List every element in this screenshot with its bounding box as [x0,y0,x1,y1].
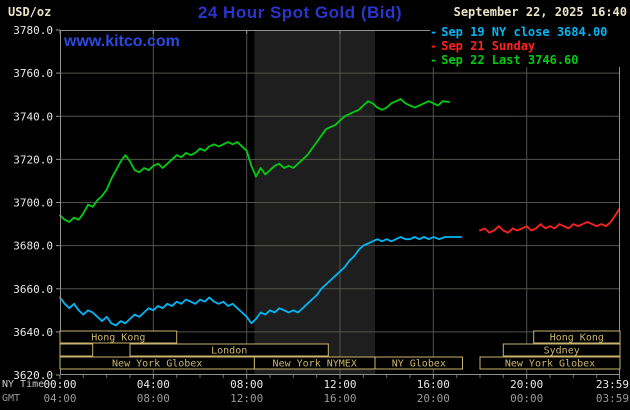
y-axis-tick-label: 3620.0 [13,369,53,382]
y-axis-tick-label: 3740.0 [13,110,53,123]
y-axis-tick-label: 3760.0 [13,67,53,80]
x-axis-gmt-tick-label: 03:59 [596,392,629,405]
x-axis-ny-time-label: NY Time [2,379,45,390]
x-axis-ny-tick-label: 16:00 [417,378,450,391]
session-label: New York Globex [112,359,202,370]
session-label: NY Globex [392,359,446,370]
x-axis-ny-tick-label: 00:00 [43,378,76,391]
legend-label: Sep 21 Sunday [441,39,536,53]
legend-marker-sep19: - [430,25,438,39]
session-box-hong-kong [59,330,178,344]
session-box-new-york-globex [479,356,621,370]
y-axis-tick-label: 3700.0 [13,197,53,210]
legend-item-sep22: - Sep 22 Last 3746.60 [430,53,630,67]
y-axis-tick-label: 3780.0 [13,24,53,37]
legend-marker-sep22: - [430,53,438,67]
y-axis-tick-label: 3720.0 [13,153,53,166]
session-label: New York Globex [505,359,595,370]
session-label: Hong Kong [91,333,145,344]
y-axis-tick-label: 3660.0 [13,283,53,296]
x-axis-gmt-tick-label: 16:00 [323,392,356,405]
legend-item-sep21: - Sep 21 Sunday [430,39,630,53]
series-line-sep19-ny-close [59,236,463,327]
x-axis-ny-tick-label: 08:00 [230,378,263,391]
legend-marker-sep21: - [430,39,438,53]
session-box-hong-kong [533,330,621,344]
x-axis-gmt-label: GMT [2,393,21,404]
y-axis-tick-label: 3640.0 [13,326,53,339]
series-line-sep21-sunday [479,208,621,234]
session-label: New York NYMEX [273,359,357,370]
kitco-watermark-link[interactable]: www.kitco.com [64,33,180,50]
session-label: Hong Kong [550,333,604,344]
legend: - Sep 19 NY close 3684.00- Sep 21 Sunday - S… [430,25,630,67]
legend-label: Sep 19 NY close 3684.00 [441,25,608,39]
x-axis-ny-tick-label: 23:59 [596,378,629,391]
x-axis-gmt-tick-label: 00:00 [510,392,543,405]
chart-datetime: September 22, 2025 16:40 [453,5,627,19]
session-label: Sydney [544,346,580,357]
session-box-sydney [502,343,621,357]
x-axis-ny-tick-label: 20:00 [510,378,543,391]
session-box-ny-globex [374,356,463,370]
legend-label: Sep 22 Last 3746.60 [441,53,579,67]
x-axis-gmt-tick-label: 12:00 [230,392,263,405]
session-box-london [129,343,329,357]
legend-item-sep19: - Sep 19 NY close 3684.00 [430,25,630,39]
x-axis-gmt-tick-label: 20:00 [417,392,450,405]
chart-title: 24 Hour Spot Gold (Bid) [197,3,403,22]
x-axis-ny-tick-label: 12:00 [323,378,356,391]
session-box [59,343,94,357]
session-label: London [211,346,247,357]
series-line-sep22-last [59,98,450,223]
x-axis-gmt-tick-label: 08:00 [137,392,170,405]
y-axis-tick-label: 3680.0 [13,240,53,253]
x-axis-gmt-tick-label: 04:00 [43,392,76,405]
y-axis-units-label: USD/oz [8,5,52,19]
x-axis-ny-tick-label: 04:00 [137,378,170,391]
